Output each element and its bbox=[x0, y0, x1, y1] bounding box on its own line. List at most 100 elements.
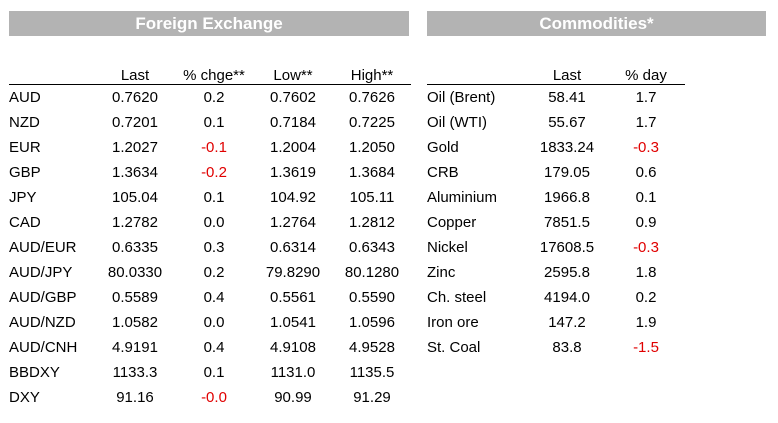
fx-row: AUD/CNH 4.9191 0.4 4.9108 4.9528 bbox=[9, 335, 411, 360]
fx-cell-chg: 0.0 bbox=[203, 314, 225, 331]
fx-cell-chg: 0.4 bbox=[203, 289, 225, 306]
fx-cell-high: 105.11 bbox=[349, 189, 395, 206]
fx-cell-last: 91.16 bbox=[116, 389, 154, 406]
fx-row: AUD/EUR 0.6335 0.3 0.6314 0.6343 bbox=[9, 235, 411, 260]
fx-cell-last: 1.2782 bbox=[112, 214, 158, 231]
fx-cell-label: DXY bbox=[9, 389, 40, 406]
commodities-cell-label: Nickel bbox=[427, 239, 468, 256]
commodities-col-header-last: Last bbox=[527, 61, 607, 85]
fx-col-header-low: Low** bbox=[253, 61, 333, 85]
commodities-row: Zinc 2595.8 1.8 bbox=[427, 260, 685, 285]
commodities-row: Nickel 17608.5 -0.3 bbox=[427, 235, 685, 260]
commodities-cell-label: Gold bbox=[427, 139, 459, 156]
fx-cell-last: 105.04 bbox=[112, 189, 158, 206]
fx-cell-chg: 0.0 bbox=[203, 214, 225, 231]
fx-cell-low: 0.6314 bbox=[270, 239, 316, 256]
fx-row: AUD/GBP 0.5589 0.4 0.5561 0.5590 bbox=[9, 285, 411, 310]
commodities-row: Ch. steel 4194.0 0.2 bbox=[427, 285, 685, 310]
commodities-cell-chg: -1.5 bbox=[633, 339, 659, 356]
fx-cell-low: 0.7602 bbox=[270, 89, 316, 106]
fx-cell-last: 0.6335 bbox=[112, 239, 158, 256]
commodities-row: St. Coal 83.8 -1.5 bbox=[427, 335, 685, 360]
fx-cell-high: 0.7225 bbox=[349, 114, 395, 131]
commodities-cell-label: Oil (Brent) bbox=[427, 89, 496, 106]
fx-cell-label: CAD bbox=[9, 214, 41, 231]
fx-cell-low: 1.2764 bbox=[270, 214, 316, 231]
fx-cell-chg: -0.1 bbox=[201, 139, 227, 156]
fx-cell-chg: 0.1 bbox=[203, 114, 225, 131]
fx-cell-low: 1.0541 bbox=[270, 314, 316, 331]
fx-row: AUD/NZD 1.0582 0.0 1.0541 1.0596 bbox=[9, 310, 411, 335]
commodities-cell-last: 17608.5 bbox=[539, 239, 595, 256]
commodities-cell-label: Iron ore bbox=[427, 314, 479, 331]
fx-cell-label: EUR bbox=[9, 139, 41, 156]
fx-cell-high: 1135.5 bbox=[349, 364, 395, 381]
fx-col-header-last: Last bbox=[95, 61, 175, 85]
fx-cell-high: 1.2050 bbox=[349, 139, 395, 156]
fx-cell-label: BBDXY bbox=[9, 364, 60, 381]
fx-cell-chg: 0.4 bbox=[203, 339, 225, 356]
commodities-cell-last: 179.05 bbox=[544, 164, 590, 181]
commodities-cell-last: 58.41 bbox=[548, 89, 586, 106]
fx-cell-label: AUD/NZD bbox=[9, 314, 76, 331]
fx-cell-high: 1.3684 bbox=[349, 164, 395, 181]
commodities-cell-chg: 1.8 bbox=[635, 264, 657, 281]
commodities-row: Gold 1833.24 -0.3 bbox=[427, 135, 685, 160]
fx-cell-chg: 0.1 bbox=[203, 364, 225, 381]
fx-cell-chg: 0.2 bbox=[203, 264, 225, 281]
commodities-row: Iron ore 147.2 1.9 bbox=[427, 310, 685, 335]
fx-cell-low: 0.5561 bbox=[270, 289, 316, 306]
fx-cell-chg: 0.1 bbox=[203, 189, 225, 206]
fx-header-row: Last % chge** Low** High** bbox=[9, 61, 411, 85]
fx-row: CAD 1.2782 0.0 1.2764 1.2812 bbox=[9, 210, 411, 235]
fx-col-header bbox=[9, 61, 95, 85]
commodities-cell-last: 4194.0 bbox=[544, 289, 590, 306]
commodities-cell-label: Zinc bbox=[427, 264, 456, 281]
commodities-cell-label: Aluminium bbox=[427, 189, 498, 206]
fx-row: AUD/JPY 80.0330 0.2 79.8290 80.1280 bbox=[9, 260, 411, 285]
fx-row: JPY 105.04 0.1 104.92 105.11 bbox=[9, 185, 411, 210]
commodities-col-header bbox=[427, 61, 527, 85]
fx-row: AUD 0.7620 0.2 0.7602 0.7626 bbox=[9, 85, 411, 111]
commodities-cell-chg: 0.6 bbox=[635, 164, 657, 181]
fx-cell-high: 1.0596 bbox=[349, 314, 395, 331]
commodities-row: Copper 7851.5 0.9 bbox=[427, 210, 685, 235]
commodities-cell-last: 55.67 bbox=[548, 114, 586, 131]
commodities-cell-label: CRB bbox=[427, 164, 459, 181]
fx-cell-high: 0.7626 bbox=[349, 89, 395, 106]
commodities-cell-label: St. Coal bbox=[427, 339, 481, 356]
commodities-cell-chg: 1.7 bbox=[635, 114, 657, 131]
fx-col-header-change: % chge** bbox=[175, 61, 253, 85]
fx-cell-chg: -0.2 bbox=[201, 164, 227, 181]
commodities-row: Aluminium 1966.8 0.1 bbox=[427, 185, 685, 210]
fx-cell-low: 104.92 bbox=[270, 189, 316, 206]
fx-cell-last: 4.9191 bbox=[112, 339, 158, 356]
commodities-cell-label: Copper bbox=[427, 214, 477, 231]
fx-cell-high: 0.5590 bbox=[349, 289, 395, 306]
commodities-header-row: Last % day bbox=[427, 61, 685, 85]
commodities-panel-title: Commodities* bbox=[427, 11, 766, 36]
fx-cell-label: GBP bbox=[9, 164, 41, 181]
fx-cell-label: AUD/GBP bbox=[9, 289, 77, 306]
fx-row: DXY 91.16 -0.0 90.99 91.29 bbox=[9, 385, 411, 410]
commodities-row: Oil (WTI) 55.67 1.7 bbox=[427, 110, 685, 135]
fx-cell-high: 91.29 bbox=[353, 389, 391, 406]
commodities-cell-chg: 1.7 bbox=[635, 89, 657, 106]
fx-cell-label: AUD/EUR bbox=[9, 239, 77, 256]
fx-col-header-high: High** bbox=[333, 61, 411, 85]
commodities-cell-label: Ch. steel bbox=[427, 289, 487, 306]
fx-cell-label: JPY bbox=[9, 189, 37, 206]
commodities-cell-chg: 1.9 bbox=[635, 314, 657, 331]
fx-cell-last: 1.0582 bbox=[112, 314, 158, 331]
commodities-cell-last: 2595.8 bbox=[544, 264, 590, 281]
fx-cell-low: 1131.0 bbox=[270, 364, 316, 381]
fx-row: EUR 1.2027 -0.1 1.2004 1.2050 bbox=[9, 135, 411, 160]
commodities-cell-last: 147.2 bbox=[548, 314, 586, 331]
commodities-row: CRB 179.05 0.6 bbox=[427, 160, 685, 185]
fx-cell-high: 0.6343 bbox=[349, 239, 395, 256]
commodities-cell-last: 1833.24 bbox=[539, 139, 595, 156]
fx-cell-label: AUD bbox=[9, 89, 41, 106]
fx-cell-last: 0.7201 bbox=[112, 114, 158, 131]
fx-cell-label: NZD bbox=[9, 114, 40, 131]
fx-row: NZD 0.7201 0.1 0.7184 0.7225 bbox=[9, 110, 411, 135]
